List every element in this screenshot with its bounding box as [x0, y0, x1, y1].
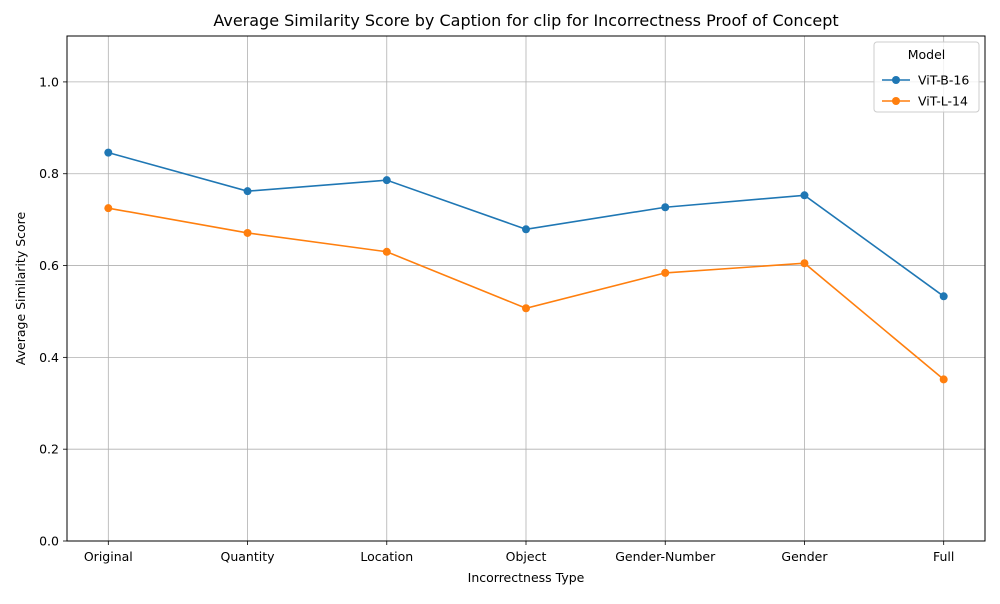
chart-title: Average Similarity Score by Caption for … [213, 11, 838, 30]
legend-swatch-marker [892, 97, 900, 105]
legend-swatch-marker [892, 76, 900, 84]
data-point [243, 228, 252, 237]
data-point [939, 375, 948, 384]
y-tick-label: 0.6 [39, 258, 59, 273]
ticks: Original Quantity Location Object Gender-Num… [39, 74, 954, 564]
data-point [243, 187, 252, 196]
legend-label: ViT-L-14 [918, 94, 968, 109]
x-tick-label: Gender-Number [615, 549, 716, 564]
data-point [800, 259, 809, 268]
data-point [522, 304, 530, 313]
data-point [661, 268, 670, 277]
y-tick-label: 0.0 [39, 534, 59, 549]
data-point [382, 176, 391, 185]
x-axis-label: Incorrectness Type [468, 570, 585, 585]
x-tick-label: Original [84, 549, 133, 564]
y-tick-label: 0.2 [39, 442, 59, 457]
data-point [104, 204, 113, 213]
y-tick-label: 0.8 [39, 166, 59, 181]
data-point [800, 191, 809, 200]
data-point [661, 203, 670, 212]
legend-title: Model [908, 47, 946, 62]
grid [67, 36, 985, 542]
y-tick-label: 0.4 [39, 350, 59, 365]
data-point [104, 148, 113, 157]
x-tick-label: Location [360, 549, 413, 564]
x-tick-label: Object [506, 549, 547, 564]
series-layer [104, 148, 948, 384]
legend-box [873, 41, 980, 113]
legend-label: ViT-B-16 [918, 73, 969, 88]
legend: Model ViT-B-16 ViT-L-14 [873, 41, 980, 113]
y-tick-label: 1.0 [39, 74, 59, 89]
data-point [939, 292, 948, 301]
data-point [382, 247, 391, 256]
data-point [522, 225, 530, 234]
y-axis-label: Average Similarity Score [13, 211, 28, 365]
x-tick-label: Gender [781, 549, 828, 564]
x-tick-label: Quantity [221, 549, 276, 564]
legend-entries: ViT-B-16 ViT-L-14 [882, 73, 969, 109]
x-tick-label: Full [933, 549, 954, 564]
